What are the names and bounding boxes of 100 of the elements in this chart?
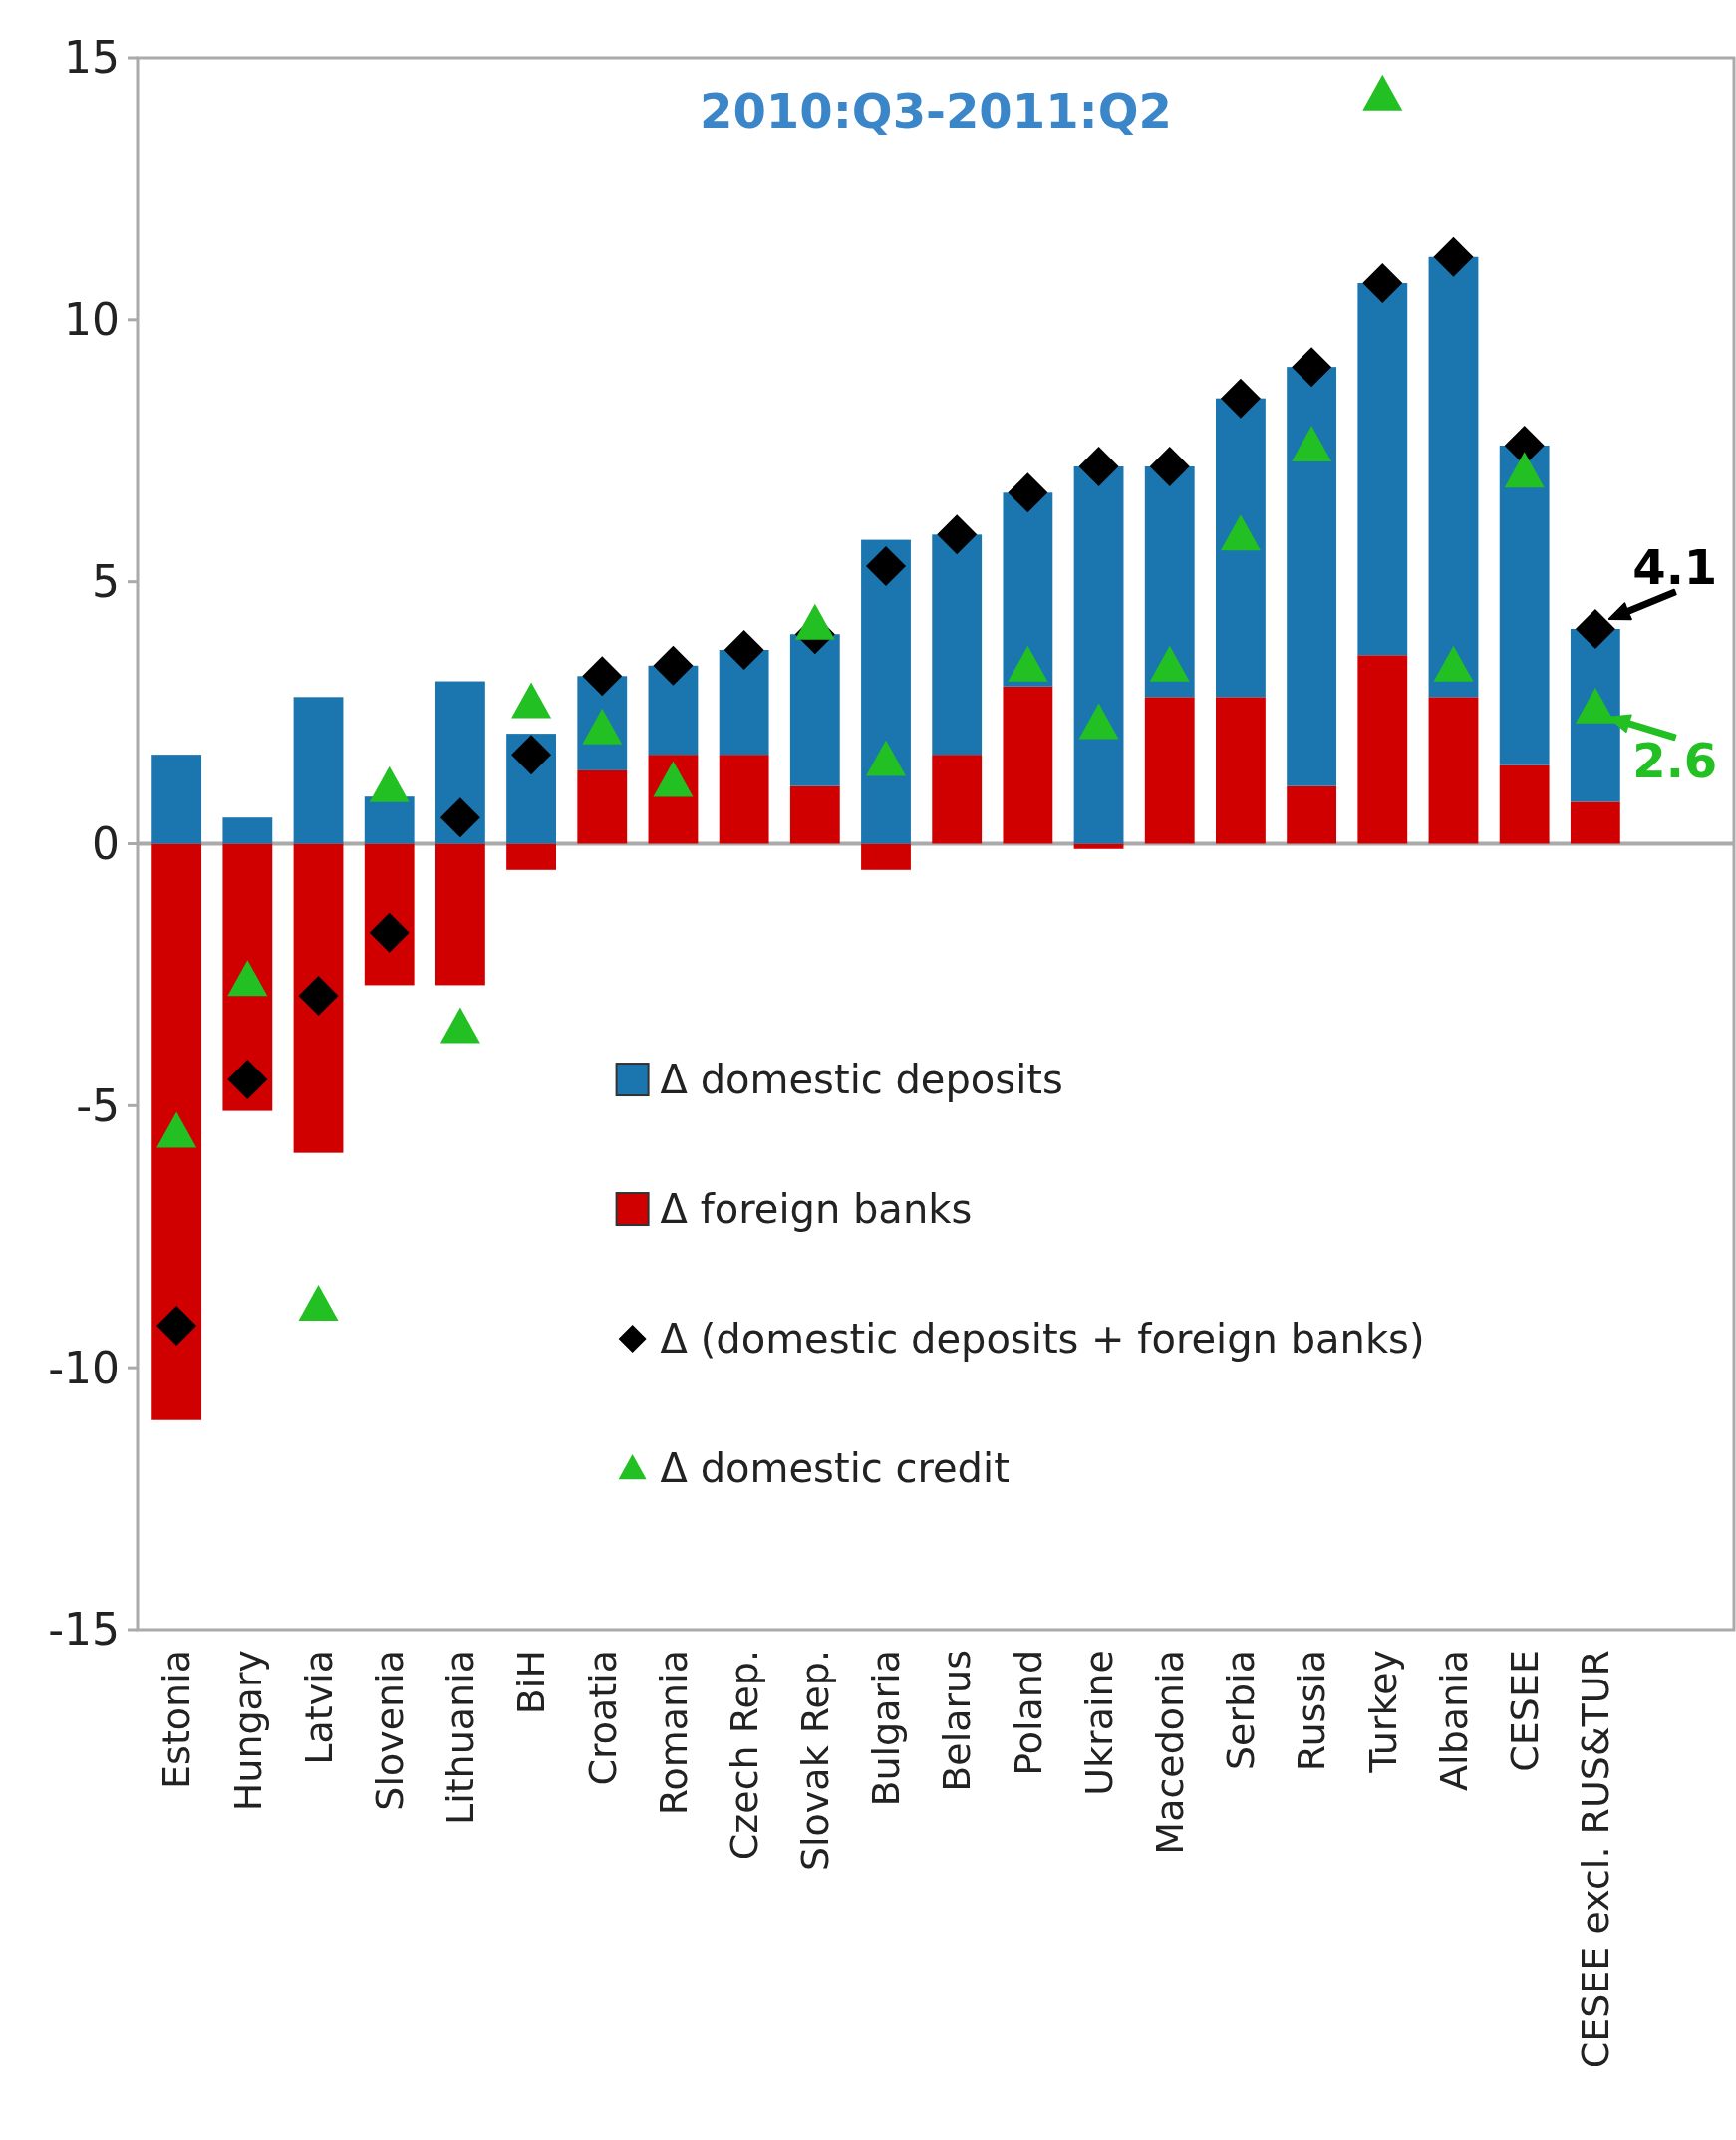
point (227, 960, 268, 997)
x-tick-label: Albania (1431, 1650, 1476, 1791)
bar (222, 817, 273, 844)
bar (719, 755, 769, 844)
legend-label: Δ (domestic deposits + foreign banks) (660, 1316, 1425, 1363)
bar (1357, 283, 1408, 656)
x-tick-label: Poland (1006, 1650, 1050, 1776)
point (866, 545, 906, 586)
point (439, 1007, 480, 1044)
x-tick-label: Slovenia (368, 1650, 413, 1811)
x-tick-label: Slovak Rep. (793, 1650, 838, 1872)
bar (789, 634, 840, 786)
bar (434, 843, 485, 986)
bar (1144, 466, 1195, 698)
x-tick-label: Belarus (935, 1650, 980, 1792)
point (1575, 687, 1615, 724)
bar (1144, 697, 1195, 844)
point (794, 603, 835, 640)
point (723, 630, 764, 670)
point (1292, 425, 1332, 461)
bar (364, 796, 415, 844)
x-tick-label: BiH (509, 1650, 554, 1715)
bar (861, 843, 911, 870)
point (1575, 608, 1615, 649)
y-tick-label: 15 (64, 32, 120, 84)
point (1008, 645, 1048, 682)
x-tick-label: Russia (1290, 1650, 1334, 1772)
point (298, 975, 339, 1016)
bar (577, 769, 628, 844)
x-tick-label: Serbia (1219, 1650, 1264, 1771)
bar (151, 843, 202, 1420)
point (1078, 703, 1119, 740)
bar (932, 755, 983, 844)
x-tick-label: Ukraine (1076, 1650, 1121, 1796)
bar (1003, 686, 1053, 844)
bar (293, 843, 344, 1153)
x-tick-label: Bulgaria (864, 1650, 909, 1807)
point (1292, 347, 1332, 388)
y-tick-label: 10 (64, 294, 120, 346)
point (1149, 447, 1190, 487)
annotation: 2.6 (1632, 732, 1718, 788)
x-tick-label: Czech Rep. (722, 1650, 766, 1861)
point (1008, 472, 1048, 513)
x-tick-label: Romania (651, 1650, 696, 1816)
point (1433, 236, 1474, 277)
bar (293, 697, 344, 844)
x-tick-label: Estonia (154, 1650, 199, 1789)
y-tick-label: 5 (92, 556, 120, 608)
legend-label: Δ domestic deposits (660, 1057, 1063, 1103)
bar (434, 681, 485, 844)
bar (1073, 843, 1124, 849)
point (1220, 514, 1261, 551)
x-tick-label: CESEE excl. RUS&TUR (1574, 1650, 1618, 2069)
bar (506, 843, 556, 870)
bar (719, 650, 769, 756)
point (156, 1111, 197, 1148)
x-tick-label: Lithuania (438, 1650, 483, 1826)
point (1504, 452, 1545, 488)
point (439, 797, 480, 838)
text: 2010:Q3-2011:Q2 (700, 83, 1172, 139)
y-tick-label: -5 (76, 1079, 120, 1131)
point (369, 765, 410, 802)
point (511, 682, 552, 719)
point (1362, 263, 1403, 304)
point (1433, 645, 1474, 682)
legend-label: Δ foreign banks (660, 1186, 973, 1233)
bar (1499, 764, 1550, 844)
point (298, 1285, 339, 1322)
point (582, 656, 623, 697)
x-tick-label: Croatia (580, 1650, 625, 1786)
y-tick-label: -15 (48, 1604, 120, 1656)
annotation: 4.1 (1632, 538, 1718, 595)
point (511, 735, 552, 775)
x-tick-label: Hungary (225, 1650, 270, 1812)
bar (789, 785, 840, 844)
bar (1357, 655, 1408, 844)
bar (1499, 445, 1550, 765)
point (937, 514, 978, 555)
bar (861, 539, 911, 844)
bar (1216, 697, 1266, 844)
point (1220, 378, 1261, 419)
point (653, 645, 694, 686)
bar (1073, 466, 1124, 844)
bar (1216, 398, 1266, 698)
y-tick-label: 0 (92, 817, 120, 869)
y-tick-label: -10 (48, 1342, 120, 1393)
point (1149, 645, 1190, 682)
x-tick-label: Latvia (296, 1650, 341, 1765)
legend-label: Δ domestic credit (660, 1445, 1010, 1492)
bar (1428, 697, 1479, 844)
point (866, 740, 906, 776)
bar (151, 755, 202, 844)
bar (1428, 256, 1479, 698)
bar (1287, 785, 1337, 844)
bar (1287, 367, 1337, 786)
point (1078, 447, 1119, 487)
x-tick-label: CESEE (1502, 1650, 1547, 1772)
bar (932, 534, 983, 756)
bar (1570, 801, 1620, 844)
x-tick-label: Turkey (1360, 1650, 1405, 1774)
